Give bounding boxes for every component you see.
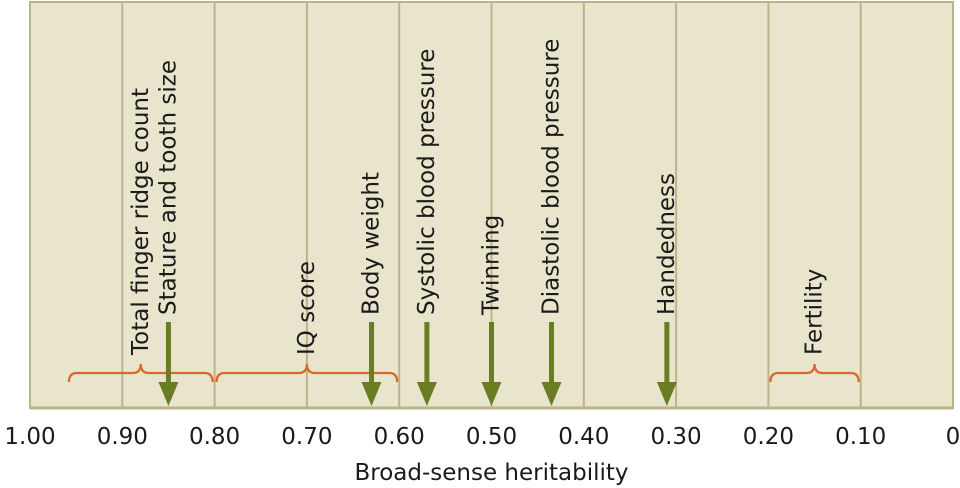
- arrow-head: [656, 382, 677, 406]
- range-bracket: [67, 363, 214, 383]
- x-tick-label: 0.80: [189, 424, 240, 450]
- category-label: Fertility: [802, 269, 828, 355]
- x-tick-label: 1.00: [4, 424, 55, 450]
- x-tick-label: 0.60: [374, 424, 425, 450]
- x-tick-label: 0.50: [466, 424, 517, 450]
- category-label: IQ score: [294, 261, 320, 355]
- arrow-head: [481, 382, 502, 406]
- point-arrows: Stature and tooth size Body weight Systoli…: [155, 39, 680, 406]
- x-tick-label: 0.90: [97, 424, 148, 450]
- x-tick-label: 0.70: [281, 424, 332, 450]
- x-tick-label: 0.40: [558, 424, 609, 450]
- category-label: Twinning: [479, 215, 505, 316]
- x-tick-label: 0.20: [743, 424, 794, 450]
- category-label: Diastolic blood pressure: [538, 39, 564, 315]
- category-label: Total finger ridge count: [128, 88, 154, 356]
- x-tick-labels: 1.00 0.90 0.80 0.70 0.60 0.50 0.40 0.30 0.20 0.10…: [4, 424, 960, 450]
- range-bracket: [769, 363, 860, 383]
- arrow-head: [416, 382, 437, 406]
- category-label: Systolic blood pressure: [414, 49, 440, 315]
- range-brackets: Total finger ridge count IQ score Fertilit…: [67, 88, 860, 383]
- x-tick-label: 0.10: [835, 424, 886, 450]
- x-tick-label: 0.30: [650, 424, 701, 450]
- category-label: Handedness: [654, 173, 680, 315]
- arrow-head: [361, 382, 382, 406]
- category-label: Stature and tooth size: [155, 60, 181, 315]
- range-bracket: [215, 363, 399, 383]
- arrow-head: [158, 382, 179, 406]
- x-tick-label: 0: [946, 424, 960, 450]
- x-axis-label: Broad-sense heritability: [354, 460, 628, 486]
- arrow-head: [541, 382, 562, 406]
- category-label: Body weight: [359, 172, 385, 315]
